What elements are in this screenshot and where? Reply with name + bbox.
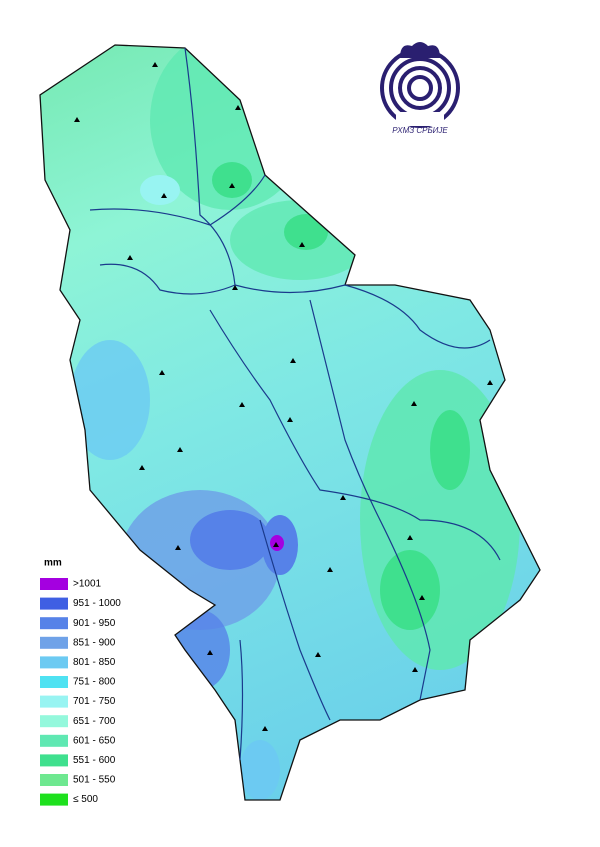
legend-swatch (40, 695, 68, 708)
legend-swatch (40, 636, 68, 649)
legend-swatch (40, 676, 68, 688)
legend-label: 651 - 700 (73, 716, 116, 727)
legend-label: >1001 (73, 579, 102, 590)
legend-label: 851 - 900 (73, 637, 116, 648)
legend-label: 501 - 550 (73, 775, 116, 786)
rivers (89, 47, 501, 761)
legend-swatch (40, 656, 68, 669)
logo: РХМЗ СРБИЈЕ (380, 42, 460, 135)
legend-swatch (40, 578, 68, 590)
legend-swatch (40, 597, 68, 610)
legend-swatch (40, 734, 68, 747)
legend-label: 901 - 950 (73, 618, 116, 629)
legend-label: 701 - 750 (73, 696, 116, 707)
legend-swatch (40, 715, 68, 728)
legend-label: 801 - 850 (73, 657, 116, 668)
legend-label: 601 - 650 (73, 735, 116, 746)
legend-label: 751 - 800 (73, 677, 116, 688)
legend-label: 951 - 1000 (73, 598, 121, 609)
legend-label: 551 - 600 (73, 755, 116, 766)
legend-swatch (40, 617, 68, 630)
legend: >1001 951 - 1000 901 - 950 851 - 900 801 - 8… (40, 578, 121, 806)
legend-title: mm (44, 558, 62, 569)
legend-swatch (40, 754, 68, 767)
legend-swatch (40, 793, 68, 806)
logo-text: РХМЗ СРБИЈЕ (392, 126, 448, 135)
legend-label: ≤ 500 (73, 794, 98, 805)
legend-swatch (40, 774, 68, 786)
